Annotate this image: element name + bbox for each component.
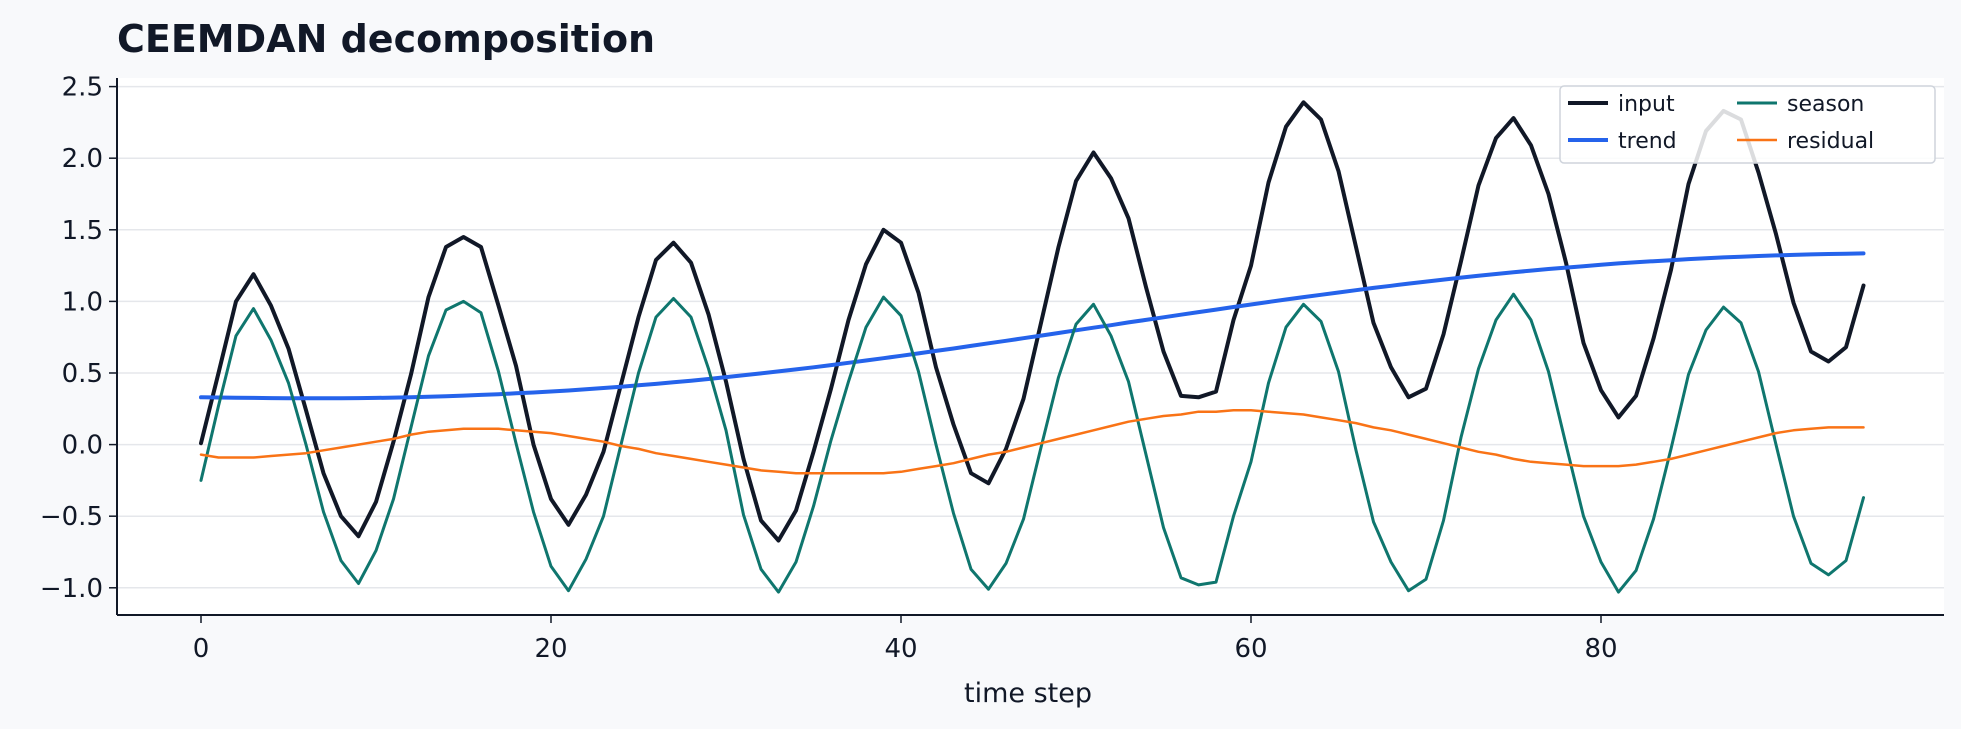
legend-label-season: season [1787,92,1864,117]
y-tick-label: 2.0 [62,144,103,174]
y-tick-label: −1.0 [40,574,103,604]
x-axis-label: time step [964,678,1092,709]
legend-label-residual: residual [1787,129,1874,154]
chart-title: CEEMDAN decomposition [117,17,655,61]
series-lines [199,100,1866,594]
y-ticks: −1.0 −0.5 0.0 0.5 1.0 1.5 2.0 2.5 [40,73,117,604]
series-line-trend [199,251,1866,401]
x-tick-label: 20 [534,634,567,664]
series-line-residual [199,408,1865,475]
y-tick-label: 1.5 [62,216,103,246]
series-line-season [199,292,1865,594]
legend-label-input: input [1618,92,1675,117]
y-tick-label: 2.5 [62,73,103,103]
x-tick-label: 80 [1584,634,1617,664]
legend-label-trend: trend [1618,129,1677,154]
legend-box [1559,85,1936,164]
x-tick-label: 0 [193,634,210,664]
x-ticks: 0 20 40 60 80 [193,615,1618,664]
legend: input trend season residual [1559,85,1936,164]
y-tick-label: −0.5 [40,502,103,532]
plot-area [117,78,1944,615]
y-tick-label: 0.5 [62,359,103,389]
y-tick-label: 0.0 [62,431,103,461]
x-tick-label: 40 [884,634,917,664]
y-tick-label: 1.0 [62,287,103,317]
series-line-input [199,100,1866,543]
x-tick-label: 60 [1234,634,1267,664]
